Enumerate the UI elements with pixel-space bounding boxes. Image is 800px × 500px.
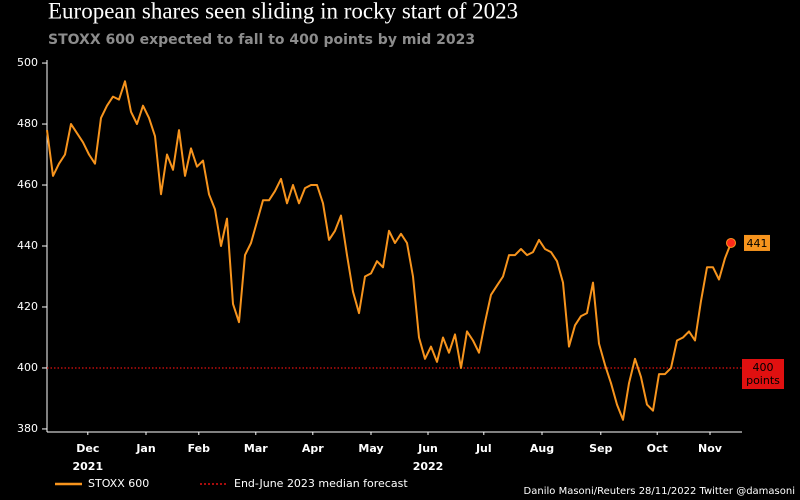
y-tick-label: 420: [17, 300, 38, 313]
x-tick-label: Aug: [530, 442, 554, 455]
source: Danilo Masoni/Reuters 28/11/2022 Twitter…: [524, 486, 795, 497]
x-tick-label: Oct: [647, 442, 668, 455]
line: [46, 80, 732, 421]
x-tick-label: Jan: [135, 442, 155, 455]
y-tick-label: 440: [17, 239, 38, 252]
x-tick-label: Apr: [302, 442, 324, 455]
y-tick-label: 460: [17, 178, 38, 191]
forecast-label: 400 points: [742, 358, 784, 389]
end-label: 441: [747, 237, 768, 250]
x-year-label: 2021: [72, 460, 103, 473]
x-tick-label: Mar: [244, 442, 268, 455]
legend-label: STOXX 600: [88, 477, 149, 490]
x-tick-label: Jun: [417, 442, 438, 455]
end-point: [726, 237, 736, 248]
legend-label: End-June 2023 median forecast: [234, 477, 408, 490]
x-year-label: 2022: [413, 460, 444, 473]
y-tick-label: 400: [17, 361, 38, 374]
x-tick-label: Jul: [475, 442, 492, 455]
chart-title: European shares seen sliding in rocky st…: [48, 0, 518, 23]
x-tick-label: May: [358, 442, 383, 455]
x-tick-label: Sep: [589, 442, 612, 455]
y-tick-label: 500: [17, 56, 38, 69]
y-tick-label: 480: [17, 117, 38, 130]
x-tick-label: Nov: [698, 442, 723, 455]
chart-subtitle: STOXX 600 expected to fall to 400 points…: [48, 32, 475, 48]
x-tick-label: Feb: [188, 442, 211, 455]
end-label-box: [744, 234, 770, 251]
y-tick-label: 380: [17, 422, 38, 435]
x-tick-label: Dec: [76, 442, 99, 455]
